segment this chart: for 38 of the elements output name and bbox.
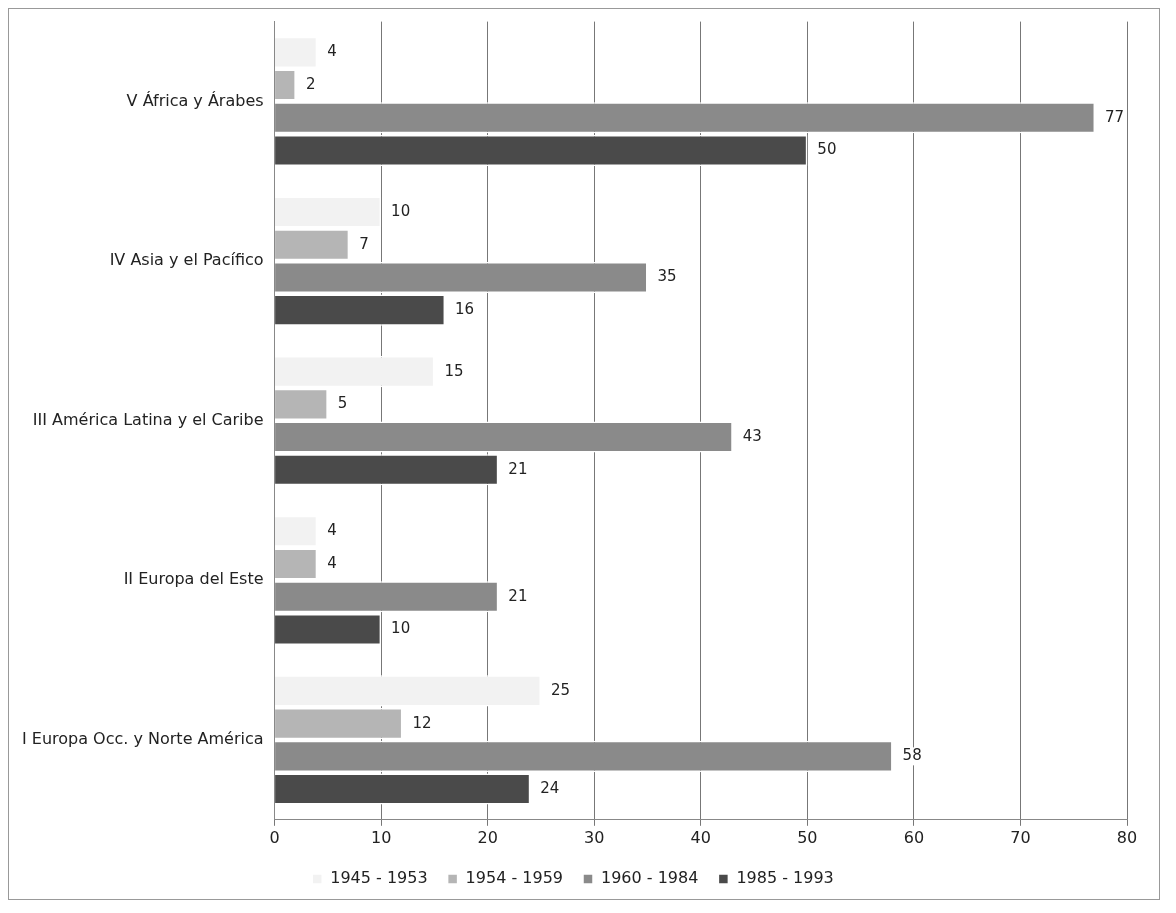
x-tick-label: 10	[370, 827, 392, 847]
x-tick-label: 70	[1010, 827, 1031, 847]
data-label: 2	[305, 74, 316, 93]
x-tick-label: 60	[903, 827, 925, 847]
data-label: 12	[412, 713, 432, 732]
y-tick-label: IV Asia y el Pacífico	[109, 250, 264, 270]
data-label: 21	[508, 586, 528, 605]
data-label: 4	[327, 521, 337, 540]
legend-label: 1954 - 1959	[465, 868, 564, 888]
x-tick-label: 80	[1116, 827, 1138, 847]
data-label: 7	[359, 234, 369, 253]
x-tick-label: 20	[477, 827, 498, 847]
data-label: 10	[391, 619, 411, 638]
y-tick-label: I Europa Occ. y Norte América	[21, 729, 264, 749]
y-tick-label: III América Latina y el Caribe	[32, 409, 264, 429]
data-label: 10	[391, 201, 411, 220]
data-label: 25	[550, 680, 571, 699]
data-label: 24	[540, 778, 560, 797]
x-tick-label: 30	[584, 827, 605, 847]
legend-label: 1960 - 1984	[601, 868, 699, 888]
legend-label: 1985 - 1993	[736, 868, 834, 888]
data-label: 4	[327, 42, 337, 61]
data-label: 43	[742, 426, 762, 445]
legend-label: 1945 - 1953	[330, 868, 428, 888]
data-label: 35	[657, 267, 677, 286]
data-label: 5	[337, 394, 348, 413]
x-tick-label: 40	[690, 827, 711, 847]
x-tick-label: 50	[797, 827, 818, 847]
y-tick-label: II Europa del Este	[123, 569, 264, 589]
data-label: 50	[817, 140, 837, 159]
x-tick-label: 0	[269, 827, 280, 847]
y-tick-label: V África y Árabes	[126, 90, 264, 110]
data-label: 4	[327, 553, 337, 572]
data-label: 58	[902, 746, 922, 765]
data-label: 15	[444, 361, 464, 380]
data-label: 21	[508, 459, 528, 478]
data-label: 77	[1105, 107, 1125, 126]
data-label: 16	[455, 300, 475, 319]
